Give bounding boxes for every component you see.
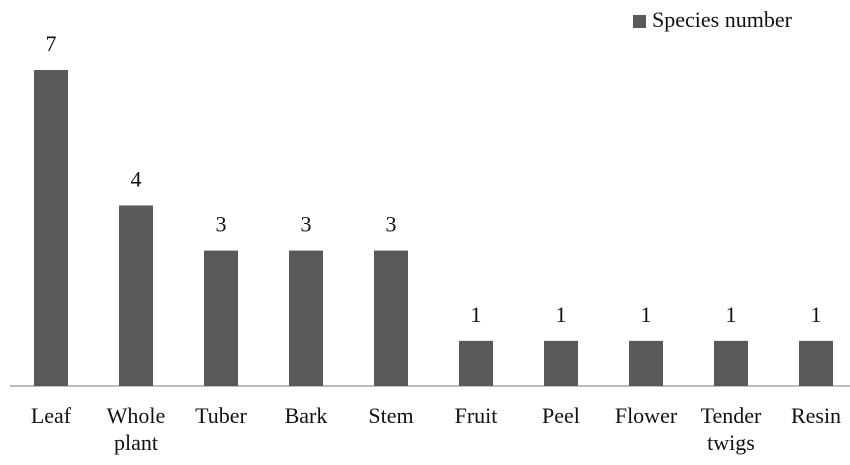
data-label: 7 xyxy=(46,31,57,56)
data-label: 1 xyxy=(471,302,482,327)
legend-swatch xyxy=(633,15,646,28)
bar xyxy=(544,340,578,386)
data-label: 3 xyxy=(301,212,312,237)
x-tick-label: Resin xyxy=(791,403,841,428)
x-tick-label: Bark xyxy=(285,403,328,428)
x-tick-label: Tuber xyxy=(195,403,247,428)
legend-label: Species number xyxy=(652,7,793,32)
data-label: 1 xyxy=(641,302,652,327)
x-tick-label: Peel xyxy=(542,403,580,428)
bar xyxy=(204,250,238,386)
bar xyxy=(119,205,153,386)
bar xyxy=(289,250,323,386)
bar xyxy=(34,70,68,386)
data-label: 1 xyxy=(556,302,567,327)
x-tick-label: Tender twigs xyxy=(701,403,762,455)
data-label: 1 xyxy=(726,302,737,327)
x-tick-label: Whole plant xyxy=(107,403,166,455)
bar xyxy=(629,340,663,386)
data-label: 3 xyxy=(386,212,397,237)
bar xyxy=(459,340,493,386)
data-label: 1 xyxy=(811,302,822,327)
x-tick-label: Flower xyxy=(615,403,678,428)
x-tick-label: Leaf xyxy=(31,403,72,428)
bar xyxy=(714,340,748,386)
data-label: 4 xyxy=(131,166,142,191)
data-label: 3 xyxy=(216,212,227,237)
x-tick-label: Fruit xyxy=(455,403,498,428)
x-tick-label: Stem xyxy=(368,403,413,428)
bar xyxy=(374,250,408,386)
bar xyxy=(799,340,833,386)
